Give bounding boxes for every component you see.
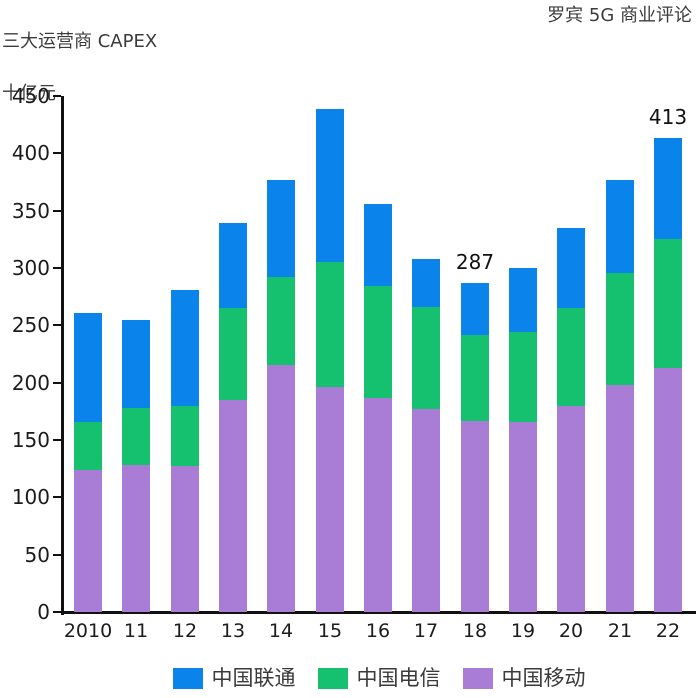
bar-22-mobile: [654, 368, 682, 612]
legend-item-mobile: 中国移动: [462, 666, 586, 691]
bar-20-unicom: [557, 228, 585, 308]
y-tick-label-300: 300: [11, 256, 50, 280]
y-tick-mark-450: [53, 95, 61, 97]
bar-2010-mobile: [74, 470, 102, 612]
y-axis-line: [61, 96, 64, 615]
y-tick-label-50: 50: [24, 543, 50, 567]
x-tick-label-22: 22: [655, 620, 681, 642]
bar-11-telecom: [122, 408, 150, 465]
bar-22-telecom: [654, 239, 682, 368]
y-tick-label-350: 350: [11, 199, 50, 223]
y-tick-label-200: 200: [11, 371, 50, 395]
bar-14-unicom: [267, 180, 295, 277]
bar-18-unicom: [461, 283, 489, 335]
x-tick-label-18: 18: [462, 620, 488, 642]
bar-18-telecom: [461, 335, 489, 421]
mobile-color-swatch: [462, 668, 493, 689]
x-tick-label-17: 17: [413, 620, 439, 642]
bar-17-telecom: [412, 307, 440, 409]
bar-19-unicom: [509, 268, 537, 332]
bar-15-mobile: [316, 387, 344, 612]
bar-20-telecom: [557, 308, 585, 406]
bar-13-telecom: [219, 308, 247, 400]
y-tick-mark-150: [53, 439, 61, 441]
y-tick-mark-400: [53, 152, 61, 154]
chart-title: 三大运营商 CAPEX: [2, 31, 158, 52]
y-tick-label-100: 100: [11, 485, 50, 509]
y-tick-mark-200: [53, 382, 61, 384]
bar-22-unicom: [654, 138, 682, 239]
x-tick-label-19: 19: [510, 620, 536, 642]
legend: 中国联通 中国电信 中国移动: [62, 666, 696, 691]
bar-18-mobile: [461, 421, 489, 612]
bar-21-telecom: [606, 273, 634, 385]
bar-12-mobile: [171, 466, 199, 612]
x-tick-label-11: 11: [123, 620, 149, 642]
x-tick-label-20: 20: [558, 620, 584, 642]
x-tick-label-15: 15: [317, 620, 343, 642]
x-tick-label-21: 21: [607, 620, 633, 642]
x-tick-label-16: 16: [365, 620, 391, 642]
bar-12-unicom: [171, 290, 199, 406]
bar-16-telecom: [364, 286, 392, 398]
y-tick-mark-250: [53, 324, 61, 326]
y-tick-label-0: 0: [37, 600, 50, 624]
chart-unit-label: 十亿元: [2, 83, 56, 104]
bar-2010-telecom: [74, 422, 102, 470]
source-title: 罗宾 5G 商业评论: [547, 5, 692, 26]
legend-label-mobile: 中国移动: [501, 666, 586, 690]
y-tick-mark-300: [53, 267, 61, 269]
x-tick-label-2010: 2010: [63, 620, 113, 642]
y-tick-mark-100: [53, 496, 61, 498]
bar-21-unicom: [606, 180, 634, 273]
y-tick-label-150: 150: [11, 428, 50, 452]
x-tick-label-13: 13: [220, 620, 246, 642]
bar-2010-unicom: [74, 313, 102, 422]
bar-17-unicom: [412, 259, 440, 307]
bar-20-mobile: [557, 406, 585, 612]
bar-16-unicom: [364, 204, 392, 286]
bar-13-unicom: [219, 223, 247, 308]
bar-17-mobile: [412, 409, 440, 612]
page-title-block: 三大运营商 CAPEX 十亿元: [2, 3, 157, 133]
legend-item-telecom: 中国电信: [317, 666, 441, 691]
x-tick-label-14: 14: [268, 620, 294, 642]
bar-14-telecom: [267, 277, 295, 365]
telecom-color-swatch: [317, 668, 348, 689]
legend-label-unicom: 中国联通: [211, 666, 296, 690]
bar-14-mobile: [267, 365, 295, 612]
bar-13-mobile: [219, 400, 247, 612]
x-axis-line: [61, 611, 696, 614]
bar-21-mobile: [606, 385, 634, 612]
y-tick-mark-0: [53, 611, 61, 613]
bar-16-mobile: [364, 398, 392, 612]
bar-19-telecom: [509, 332, 537, 422]
unicom-color-swatch: [172, 668, 203, 689]
y-tick-label-450: 450: [11, 84, 50, 108]
bar-19-mobile: [509, 422, 537, 612]
bar-12-telecom: [171, 406, 199, 466]
y-tick-label-400: 400: [11, 141, 50, 165]
y-tick-label-250: 250: [11, 313, 50, 337]
y-tick-mark-50: [53, 554, 61, 556]
y-tick-mark-350: [53, 210, 61, 212]
legend-item-unicom: 中国联通: [172, 666, 296, 691]
bar-11-mobile: [122, 465, 150, 612]
x-tick-label-12: 12: [172, 620, 198, 642]
bar-total-label-22: 413: [648, 105, 688, 129]
bar-11-unicom: [122, 320, 150, 408]
legend-label-telecom: 中国电信: [356, 666, 441, 690]
bar-total-label-18: 287: [455, 250, 495, 274]
bar-15-unicom: [316, 109, 344, 262]
bar-15-telecom: [316, 262, 344, 387]
